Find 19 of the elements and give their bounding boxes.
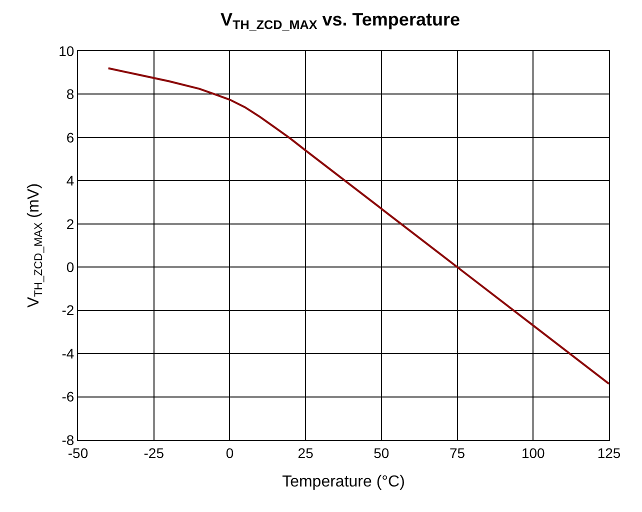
y-tick-label: -2	[62, 302, 74, 318]
y-tick-label: -4	[62, 345, 74, 362]
y-tick-label: 10	[58, 42, 74, 59]
y-tick-label: 6	[66, 129, 74, 146]
line-series	[107, 67, 609, 385]
y-tick-label: 0	[66, 259, 74, 276]
y-tick-label: 2	[66, 216, 74, 232]
y-tick-label: -6	[62, 388, 74, 405]
x-tick-label: 50	[374, 444, 390, 461]
x-tick-label: 0	[226, 444, 234, 461]
y-tick-label: 8	[66, 86, 74, 102]
x-tick-label: 100	[521, 444, 546, 461]
y-tick-label: 4	[66, 172, 74, 189]
x-tick-label: -25	[144, 444, 164, 461]
x-axis-title: Temperature (°C)	[282, 474, 405, 490]
x-tick-label: 75	[450, 444, 466, 461]
chart-title: V$_{TH_ZCD_MAX}$ vs. Temperature	[220, 9, 460, 32]
x-tick-label: 25	[298, 444, 314, 461]
x-tick-label: 125	[597, 444, 621, 461]
